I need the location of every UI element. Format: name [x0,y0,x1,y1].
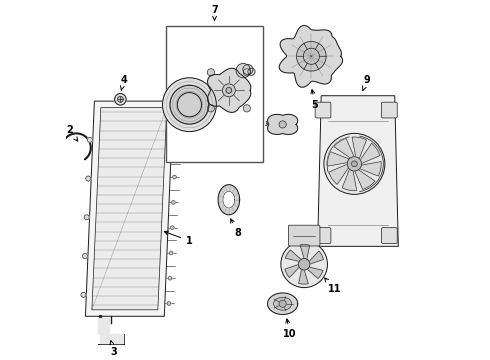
Polygon shape [299,269,308,284]
Text: 6: 6 [254,118,270,128]
Circle shape [281,241,327,288]
Polygon shape [92,108,167,310]
Polygon shape [85,101,173,316]
Circle shape [172,201,175,204]
Circle shape [236,63,250,78]
FancyBboxPatch shape [381,102,397,118]
Polygon shape [307,267,323,279]
Circle shape [167,302,171,305]
Polygon shape [360,143,380,164]
Circle shape [226,87,232,93]
Circle shape [298,258,310,270]
Circle shape [171,226,174,229]
Circle shape [81,292,86,297]
Polygon shape [279,26,343,87]
Circle shape [174,150,177,154]
Polygon shape [285,264,300,278]
Circle shape [170,251,173,255]
Circle shape [87,137,93,142]
Polygon shape [342,168,357,191]
Polygon shape [359,162,381,176]
Polygon shape [300,244,310,260]
Circle shape [279,121,286,128]
Circle shape [243,105,250,112]
Circle shape [86,176,91,181]
Circle shape [170,85,209,124]
Circle shape [115,94,126,105]
Text: 2: 2 [66,125,78,141]
FancyBboxPatch shape [315,102,331,118]
Circle shape [351,161,357,167]
Text: 9: 9 [363,75,370,90]
Circle shape [172,175,176,179]
FancyBboxPatch shape [381,228,397,243]
Circle shape [279,300,286,307]
Text: 11: 11 [325,278,342,294]
Circle shape [222,84,235,97]
Circle shape [168,276,172,280]
Circle shape [324,134,385,194]
Text: 4: 4 [121,75,127,90]
Circle shape [84,215,89,220]
Circle shape [243,69,250,76]
Polygon shape [268,114,298,135]
Circle shape [296,41,326,71]
Polygon shape [285,250,302,262]
Text: 7: 7 [211,5,218,21]
Bar [166,26,263,162]
Circle shape [175,125,178,128]
Polygon shape [329,164,349,184]
Polygon shape [354,169,375,189]
Circle shape [243,64,253,75]
Polygon shape [223,192,235,208]
Polygon shape [318,96,398,246]
Circle shape [303,48,319,64]
Polygon shape [218,185,240,215]
FancyBboxPatch shape [315,228,331,243]
Text: 10: 10 [283,319,296,339]
Text: 1: 1 [164,231,193,246]
Circle shape [248,68,255,75]
Circle shape [177,93,201,117]
FancyBboxPatch shape [289,225,320,246]
Polygon shape [352,137,367,159]
Polygon shape [327,152,350,166]
Circle shape [118,96,123,102]
Circle shape [207,69,215,76]
Text: 3: 3 [110,341,118,357]
Polygon shape [334,138,354,158]
Polygon shape [268,293,298,315]
Polygon shape [208,68,251,112]
Circle shape [207,105,215,112]
Text: 5: 5 [311,90,319,110]
Circle shape [163,78,216,132]
Polygon shape [309,251,323,264]
Ellipse shape [273,297,292,310]
Circle shape [347,157,362,171]
Circle shape [82,253,88,258]
Text: 8: 8 [231,219,241,238]
